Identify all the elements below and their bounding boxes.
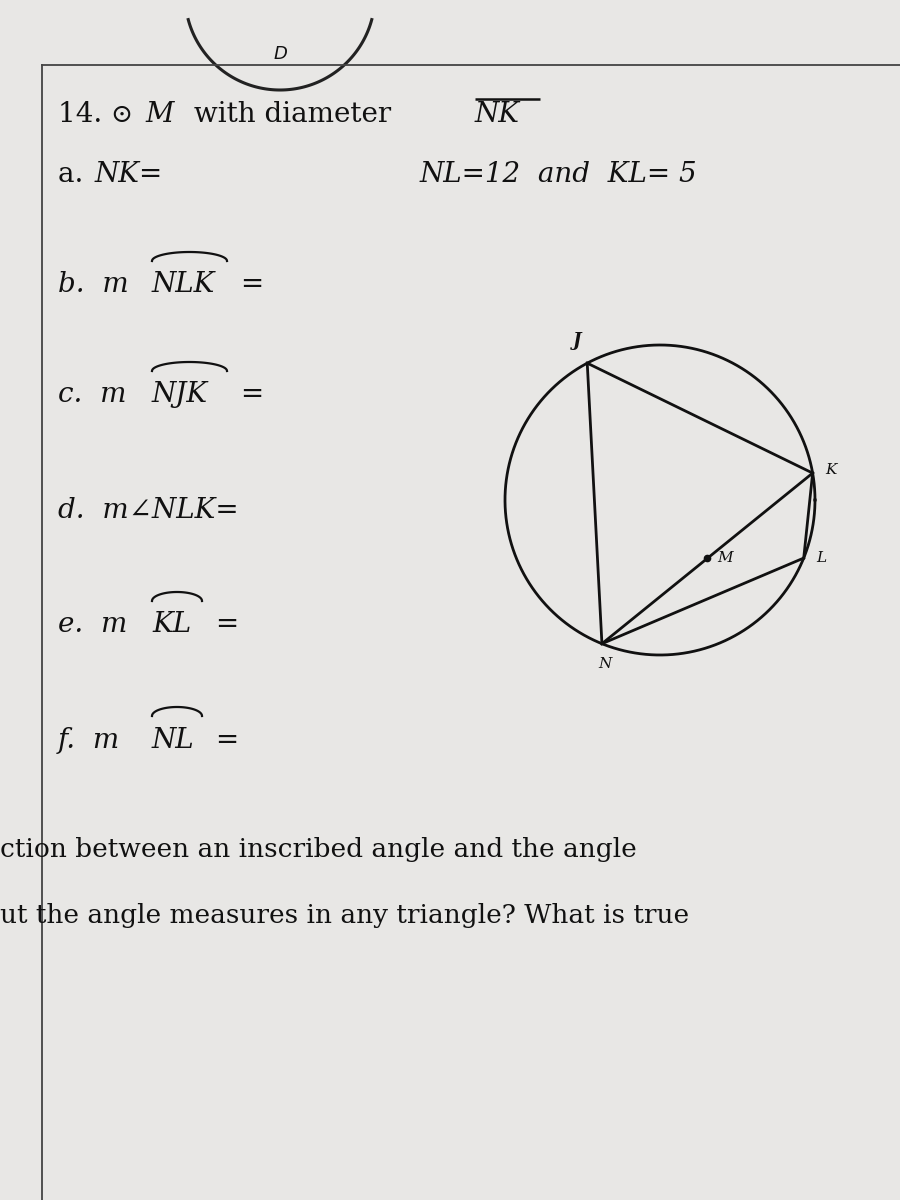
Text: KL: KL bbox=[152, 612, 191, 638]
Text: ut the angle measures in any triangle? What is true: ut the angle measures in any triangle? W… bbox=[0, 902, 689, 928]
Text: NJK: NJK bbox=[152, 382, 208, 408]
Text: =: = bbox=[207, 726, 239, 754]
Text: =: = bbox=[232, 271, 265, 299]
Text: 14.: 14. bbox=[58, 102, 111, 128]
Text: with diameter: with diameter bbox=[185, 102, 400, 128]
Text: M: M bbox=[717, 551, 733, 565]
Text: NLK: NLK bbox=[152, 271, 215, 299]
Text: c.  m: c. m bbox=[58, 382, 127, 408]
Text: J: J bbox=[573, 332, 581, 350]
Text: e.  m: e. m bbox=[58, 612, 128, 638]
Text: M: M bbox=[145, 102, 174, 128]
Text: d.  m∠NLK=: d. m∠NLK= bbox=[58, 497, 238, 523]
Text: NL=12  and  KL= 5: NL=12 and KL= 5 bbox=[420, 162, 698, 188]
Text: f.  m: f. m bbox=[58, 726, 121, 754]
Text: ⊙: ⊙ bbox=[110, 102, 132, 127]
Text: L: L bbox=[816, 551, 827, 565]
Text: b.  m: b. m bbox=[58, 271, 129, 299]
Text: =: = bbox=[207, 612, 239, 638]
Text: ction between an inscribed angle and the angle: ction between an inscribed angle and the… bbox=[0, 838, 637, 863]
Text: NK: NK bbox=[475, 102, 520, 128]
Text: =: = bbox=[232, 382, 265, 408]
Text: N: N bbox=[598, 656, 612, 671]
Text: D: D bbox=[273, 44, 287, 62]
Text: NK=: NK= bbox=[95, 162, 163, 188]
Text: K: K bbox=[825, 463, 837, 478]
Text: a.: a. bbox=[58, 162, 101, 188]
Text: NL: NL bbox=[152, 726, 194, 754]
